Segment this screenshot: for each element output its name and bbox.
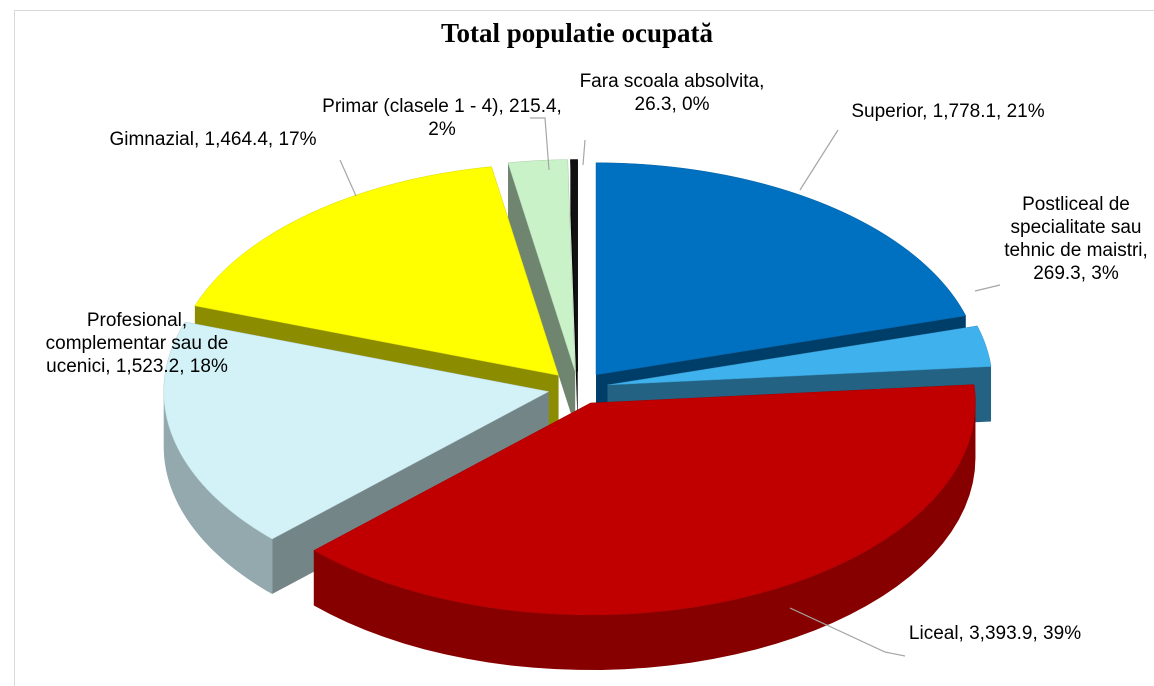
slice [313,384,976,670]
slice-top [570,159,578,372]
pie [163,159,992,670]
chart-title: Total populatie ocupată [441,18,714,48]
data-label: Postliceal de specialitate sau tehnic de… [1004,194,1148,284]
leader-line [582,139,586,166]
leader-line [799,129,839,191]
slice-top [194,166,559,376]
data-label: Superior, 1,778.1, 21% [851,101,1045,122]
slice-top [313,384,976,616]
chart-border [14,10,1154,686]
data-label: Primar (clasele 1 - 4), 215.4, 2% [322,96,562,140]
slice-top [507,159,576,372]
data-label: Gimnazial, 1,464.4, 17% [109,129,317,150]
slice-top [163,321,550,540]
data-label: Fara scoala absolvita, 26.3, 0% [579,71,765,115]
slice-top [607,325,992,386]
leader-line [339,159,357,197]
slice-top [595,162,967,376]
data-label: Liceal, 3,393.9, 39% [908,623,1082,644]
slice [570,159,578,427]
slice-side [570,159,578,427]
slice [507,159,576,427]
data-label: Profesional, complementar sau de ucenici… [45,310,229,377]
slice-wall [163,391,273,595]
leader-line [789,607,906,657]
slice-wall [313,403,976,670]
leader-line [530,117,550,171]
leader-line [974,284,1001,292]
slice-side [508,162,576,427]
